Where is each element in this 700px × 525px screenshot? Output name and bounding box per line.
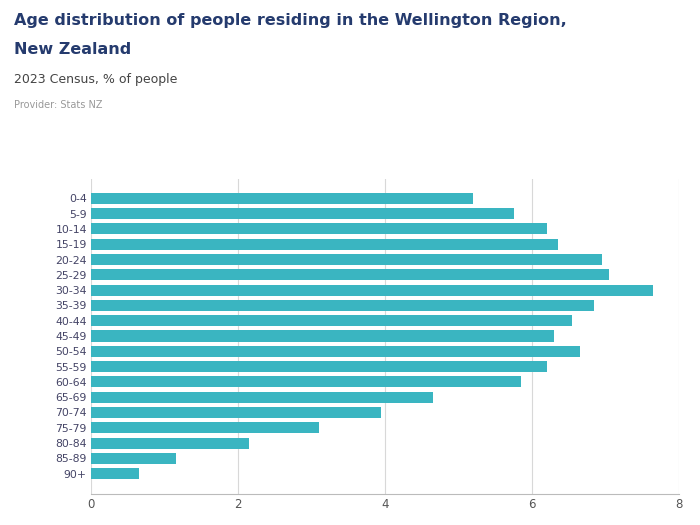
Bar xyxy=(91,285,653,296)
Bar xyxy=(91,331,554,341)
Text: 2023 Census, % of people: 2023 Census, % of people xyxy=(14,74,177,87)
Bar xyxy=(91,254,602,265)
Bar xyxy=(91,315,573,326)
Bar xyxy=(91,193,473,204)
Bar xyxy=(91,300,594,311)
Bar xyxy=(91,239,558,250)
Text: Age distribution of people residing in the Wellington Region,: Age distribution of people residing in t… xyxy=(14,13,567,28)
Text: Provider: Stats NZ: Provider: Stats NZ xyxy=(14,100,102,110)
Bar xyxy=(91,346,580,357)
Bar xyxy=(91,224,547,235)
Bar xyxy=(91,376,521,387)
Bar xyxy=(91,407,382,418)
Bar xyxy=(91,437,249,448)
Bar xyxy=(91,392,433,403)
Text: figure.nz: figure.nz xyxy=(581,16,658,30)
Bar xyxy=(91,468,139,479)
Bar xyxy=(91,453,176,464)
Bar xyxy=(91,422,319,433)
Text: New Zealand: New Zealand xyxy=(14,42,132,57)
Bar xyxy=(91,269,609,280)
Bar xyxy=(91,208,514,219)
Bar xyxy=(91,361,547,372)
